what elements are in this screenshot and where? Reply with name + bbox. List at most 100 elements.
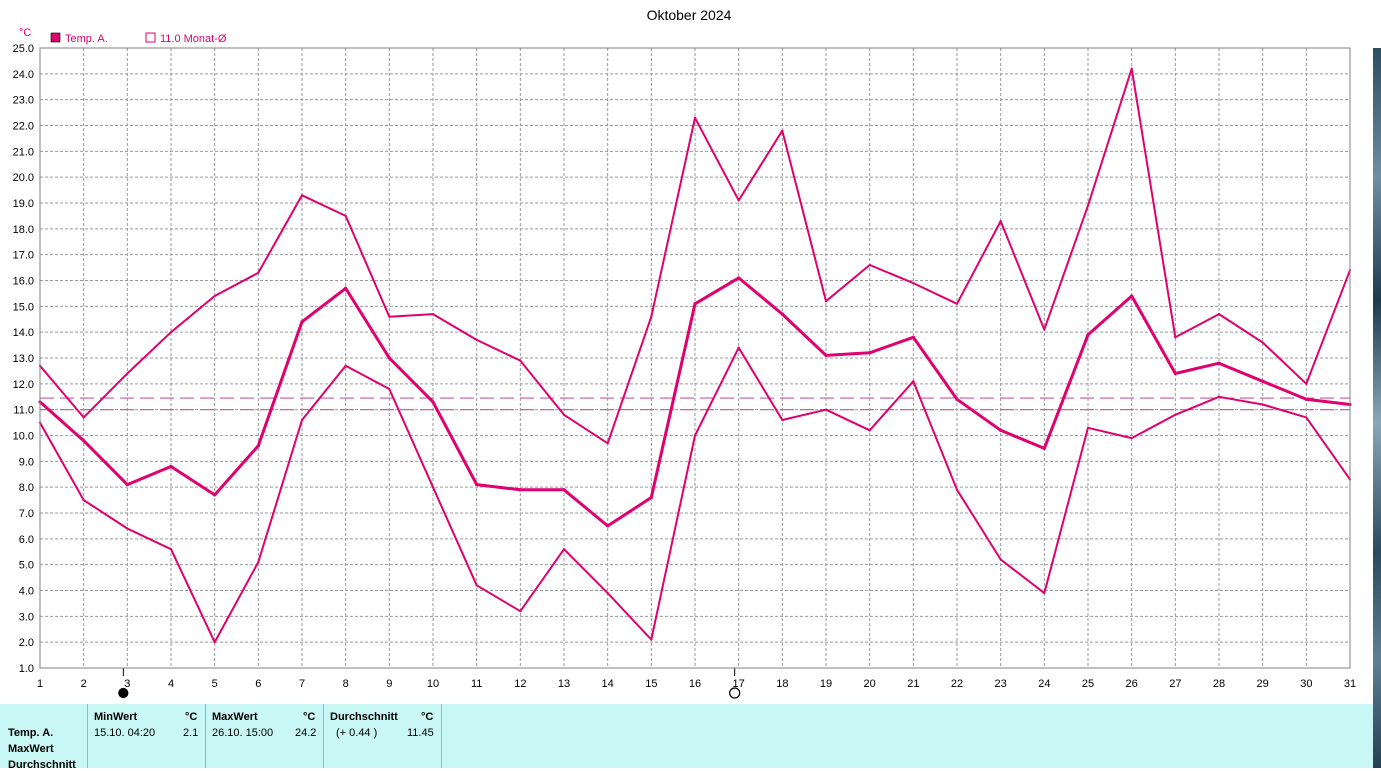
legend-label-month-avg: 11.0 Monat-Ø <box>160 33 227 45</box>
data-point-min <box>1086 426 1090 429</box>
data-point-max <box>1174 336 1177 339</box>
x-tick-label: 24 <box>1038 678 1050 690</box>
data-point-min <box>912 380 915 383</box>
x-tick-label: 18 <box>776 678 788 690</box>
data-point-max <box>1130 67 1133 70</box>
legend-swatch-temp <box>50 32 61 43</box>
x-tick-label: 7 <box>299 678 305 690</box>
y-tick-label: 4.0 <box>19 586 34 598</box>
y-tick-label: 20.0 <box>13 172 34 184</box>
x-tick-label: 31 <box>1344 678 1356 690</box>
x-tick-label: 26 <box>1126 678 1138 690</box>
data-point-mean <box>562 488 566 492</box>
x-tick-label: 17 <box>733 678 745 690</box>
x-tick-label: 21 <box>907 678 919 690</box>
data-point-min <box>300 418 304 422</box>
data-point-max <box>737 199 740 202</box>
data-point-max <box>344 214 347 218</box>
data-point-min <box>126 527 129 530</box>
data-points <box>38 67 1352 644</box>
data-point-max <box>1043 328 1046 331</box>
data-point-max <box>126 372 129 375</box>
data-point-mean <box>824 353 828 358</box>
data-point-mean <box>1086 333 1090 337</box>
stats-min-unit: °C <box>185 711 198 723</box>
y-tick-label: 1.0 <box>19 663 34 675</box>
x-tick-label: 19 <box>820 678 832 690</box>
data-point-min <box>1305 416 1308 419</box>
data-point-min <box>868 429 871 432</box>
data-point-max <box>1086 204 1090 207</box>
data-point-mean <box>256 444 260 448</box>
data-point-min <box>169 548 173 551</box>
data-point-min <box>1217 395 1221 398</box>
data-point-max <box>562 413 566 416</box>
data-point-mean <box>518 488 522 492</box>
new-moon-icon <box>118 687 129 699</box>
x-tick-label: 28 <box>1213 678 1225 690</box>
data-point-max <box>431 312 435 316</box>
data-point-mean <box>999 428 1003 432</box>
x-tick-label: 1 <box>37 678 43 690</box>
stats-divider <box>323 704 324 768</box>
data-point-min <box>955 488 959 491</box>
x-tick-label: 4 <box>168 678 174 690</box>
y-tick-label: 16.0 <box>13 276 34 288</box>
stats-avg-header: Durchschnitt <box>330 711 398 723</box>
plot-frame <box>39 47 1351 669</box>
x-tick-label: 20 <box>864 678 876 690</box>
y-tick-label: 23.0 <box>13 95 34 107</box>
stats-avg-diff: (+ 0.44 ) <box>336 727 378 739</box>
data-point-min <box>1174 413 1177 416</box>
stats-avg-value: 11.45 <box>407 727 434 739</box>
y-tick-label: 7.0 <box>19 508 34 520</box>
data-point-mean <box>649 495 653 500</box>
x-tick-label: 29 <box>1257 678 1269 690</box>
data-point-max <box>169 331 173 334</box>
data-point-mean <box>387 356 391 360</box>
data-point-min <box>562 548 566 551</box>
stats-avg-column: Durchschnitt °C (+ 0.44 ) 11.45 <box>324 704 441 768</box>
grid <box>39 47 1351 669</box>
y-tick-label: 10.0 <box>13 431 34 443</box>
data-point-min <box>519 610 522 613</box>
data-point-mean <box>169 464 173 469</box>
stats-min-header: MinWert <box>94 711 138 723</box>
stats-divider <box>441 704 442 768</box>
data-point-max <box>475 338 478 342</box>
side-background-strip <box>1373 48 1381 768</box>
data-point-mean <box>344 286 348 290</box>
data-point-min <box>388 387 391 391</box>
y-tick-label: 24.0 <box>13 69 34 81</box>
x-tick-label: 27 <box>1169 678 1181 690</box>
y-tick-label: 21.0 <box>13 146 34 158</box>
data-point-max <box>519 359 522 362</box>
data-point-mean <box>737 276 741 280</box>
y-tick-label: 12.0 <box>13 379 34 391</box>
stats-avg-unit: °C <box>421 711 434 723</box>
data-point-max <box>1217 312 1221 316</box>
y-tick-label: 3.0 <box>19 611 34 623</box>
x-axis-labels: 1 2 3 4 5 6 7 8 9 10 11 12 13 14 15 16 17 18 19 20 21 22 23 24 2… <box>37 678 1356 690</box>
data-point-min <box>737 346 740 349</box>
data-point-min <box>781 418 784 422</box>
y-axis-labels: 25.0 24.0 23.0 22.0 21.0 20.0 19.0 18.0 17.0 16.0… <box>13 43 34 675</box>
data-point-max <box>955 302 959 305</box>
y-tick-label: 18.0 <box>13 224 34 236</box>
stats-panel: Temp. A. MaxWert Durchschnitt MinWert °C… <box>0 704 1373 771</box>
data-point-mean <box>1217 361 1221 365</box>
stats-max-column: MaxWert °C 26.10. 15:00 24.2 <box>206 704 323 768</box>
data-point-min <box>999 558 1002 561</box>
data-point-max <box>1305 382 1308 385</box>
stats-min-date: 15.10. 04:20 <box>94 727 156 739</box>
x-tick-label: 5 <box>212 678 218 690</box>
x-tick-label: 3 <box>124 678 130 690</box>
data-point-min <box>82 498 85 502</box>
x-tick-label: 12 <box>514 678 526 690</box>
x-tick-label: 6 <box>255 678 261 690</box>
data-point-max <box>693 116 697 119</box>
data-point-min <box>431 486 435 489</box>
data-point-min <box>650 638 653 641</box>
stats-row-label-max: MaxWert <box>8 743 54 755</box>
stats-min-value: 2.1 <box>183 727 199 739</box>
